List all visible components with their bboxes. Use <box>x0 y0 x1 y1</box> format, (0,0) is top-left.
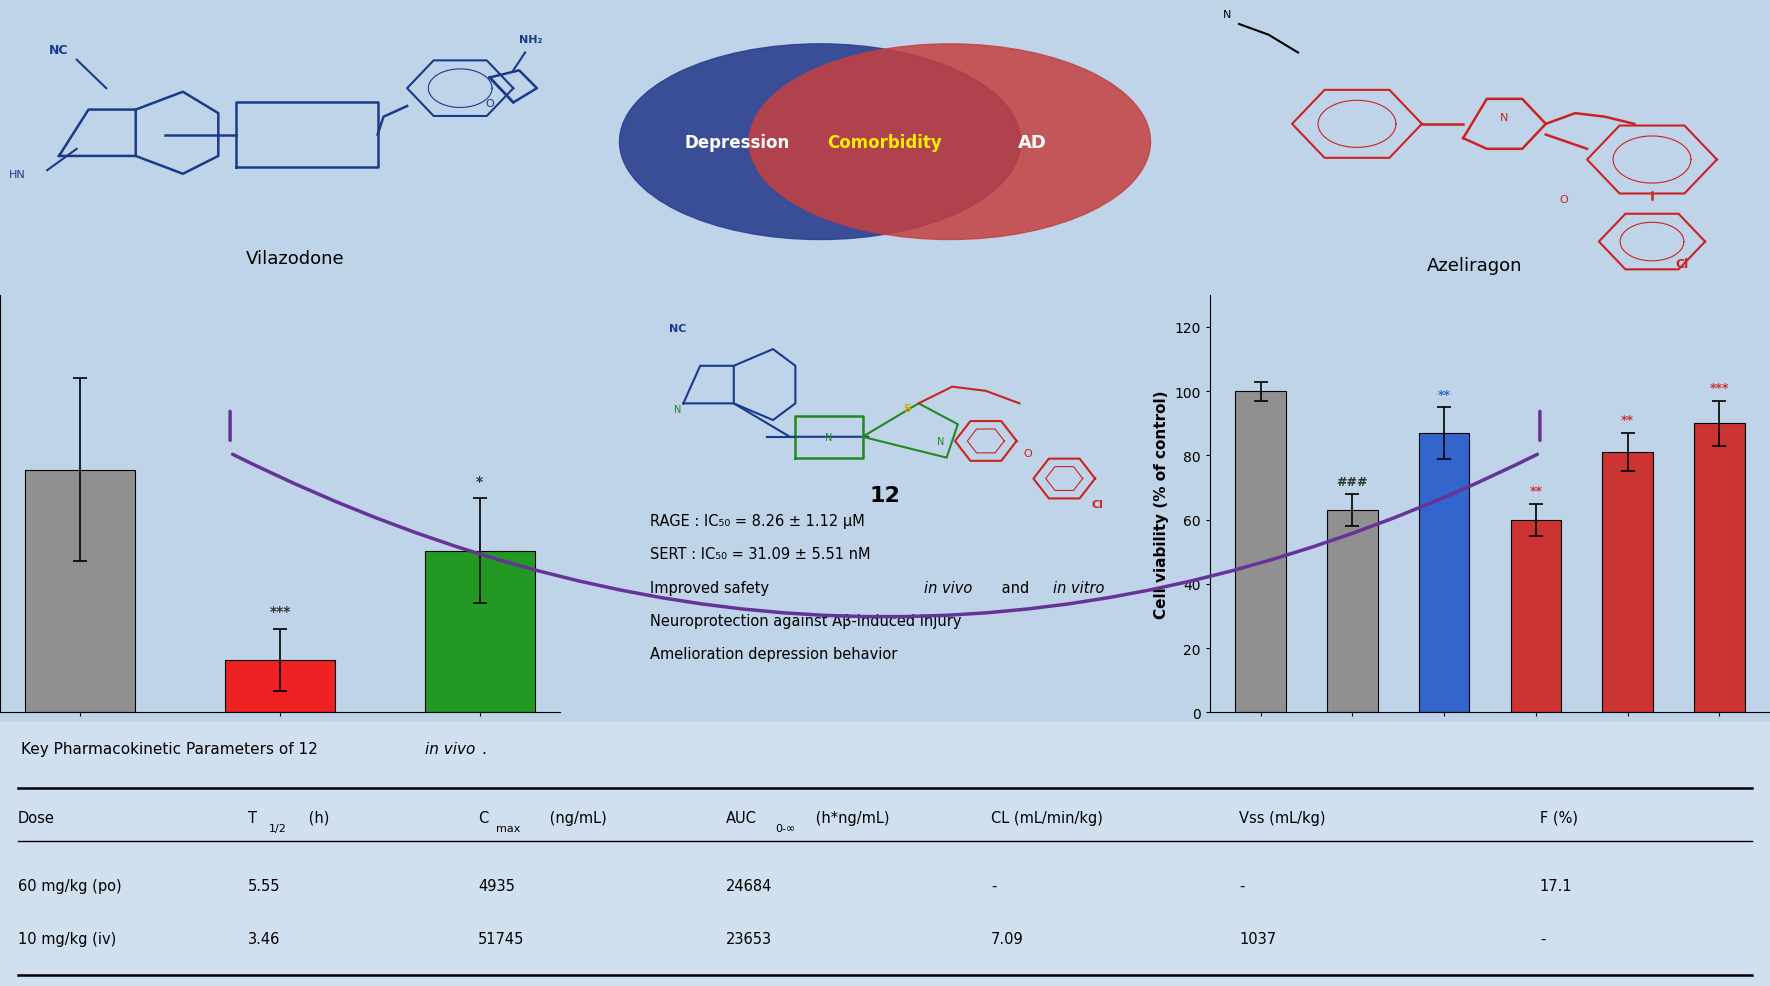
Text: in vivo: in vivo <box>924 580 972 595</box>
Text: 17.1: 17.1 <box>1540 879 1572 893</box>
Text: 1/2: 1/2 <box>269 823 287 833</box>
Text: Comorbidity: Comorbidity <box>828 133 942 152</box>
Text: NH₂: NH₂ <box>519 35 543 44</box>
Text: Azeliragon: Azeliragon <box>1427 256 1522 274</box>
Bar <box>1602 453 1653 713</box>
Text: O: O <box>1023 449 1032 459</box>
Text: 12: 12 <box>869 486 901 506</box>
Text: ***: *** <box>1710 382 1729 395</box>
Text: Depression: Depression <box>685 133 789 152</box>
Text: N: N <box>674 404 681 414</box>
Text: Key Pharmacokinetic Parameters of 12: Key Pharmacokinetic Parameters of 12 <box>21 740 322 756</box>
Text: 7.09: 7.09 <box>991 931 1025 946</box>
Text: 5.55: 5.55 <box>248 879 280 893</box>
Text: O: O <box>1559 195 1568 205</box>
Text: A$\beta_{25-35}$ (10 μM): A$\beta_{25-35}$ (10 μM) <box>1485 815 1588 832</box>
Text: Dose: Dose <box>18 810 55 825</box>
Text: Amelioration depression behavior: Amelioration depression behavior <box>650 647 897 662</box>
Text: 1037: 1037 <box>1239 931 1276 946</box>
Text: HN: HN <box>9 171 27 180</box>
Text: 3.46: 3.46 <box>248 931 280 946</box>
Bar <box>1235 391 1285 713</box>
Text: ***: *** <box>269 604 290 619</box>
Text: Cl: Cl <box>1674 257 1689 270</box>
Text: in vivo: in vivo <box>425 740 474 756</box>
Text: SERT : IC₅₀ = 31.09 ± 5.51 nM: SERT : IC₅₀ = 31.09 ± 5.51 nM <box>650 546 871 562</box>
Text: ###: ### <box>1336 475 1368 488</box>
Text: N: N <box>825 432 832 443</box>
Text: Improved safety: Improved safety <box>650 580 773 595</box>
Text: RAGE : IC₅₀ = 8.26 ± 1.12 μM: RAGE : IC₅₀ = 8.26 ± 1.12 μM <box>650 514 864 528</box>
Bar <box>1694 424 1745 713</box>
Text: **: ** <box>1621 414 1634 427</box>
Text: T: T <box>248 810 257 825</box>
Text: 4935: 4935 <box>478 879 515 893</box>
Bar <box>425 551 535 713</box>
Text: 0-∞: 0-∞ <box>775 823 795 833</box>
Bar <box>25 470 135 713</box>
Text: 60 mg/kg (po): 60 mg/kg (po) <box>18 879 122 893</box>
Text: *: * <box>476 474 483 488</box>
Text: CL (mL/min/kg): CL (mL/min/kg) <box>991 810 1103 825</box>
Text: -: - <box>991 879 997 893</box>
Text: 23653: 23653 <box>726 931 772 946</box>
Ellipse shape <box>620 44 1021 241</box>
Text: AUC: AUC <box>726 810 756 825</box>
Text: O: O <box>485 99 494 108</box>
Text: (h): (h) <box>304 810 329 825</box>
Text: N: N <box>1501 113 1508 123</box>
Text: **: ** <box>1529 485 1542 498</box>
Text: max: max <box>496 823 520 833</box>
Y-axis label: Cell viability (% of control): Cell viability (% of control) <box>1154 389 1168 618</box>
Bar <box>1420 434 1469 713</box>
Text: F (%): F (%) <box>1540 810 1577 825</box>
Bar <box>1510 521 1561 713</box>
Text: S: S <box>903 403 912 413</box>
Text: C: C <box>478 810 489 825</box>
Text: AD: AD <box>1018 133 1046 152</box>
Text: -: - <box>1540 931 1545 946</box>
Text: .: . <box>481 740 487 756</box>
Text: 12: 12 <box>1618 777 1637 791</box>
Text: Vilazodone: Vilazodone <box>246 249 345 267</box>
Text: 51745: 51745 <box>478 931 524 946</box>
Text: 10 mg/kg (iv): 10 mg/kg (iv) <box>18 931 117 946</box>
Text: N: N <box>938 437 945 447</box>
Text: Vss (mL/kg): Vss (mL/kg) <box>1239 810 1326 825</box>
Ellipse shape <box>749 44 1150 241</box>
Text: -: - <box>1239 879 1244 893</box>
Bar <box>1328 511 1377 713</box>
Text: NC: NC <box>669 323 687 334</box>
Text: NC: NC <box>50 43 69 56</box>
Text: and: and <box>997 580 1034 595</box>
Text: (h*ng/mL): (h*ng/mL) <box>811 810 889 825</box>
Text: N: N <box>1223 10 1232 20</box>
Text: (ng/mL): (ng/mL) <box>545 810 607 825</box>
Text: in vitro: in vitro <box>1053 580 1104 595</box>
Text: **: ** <box>1437 388 1451 401</box>
Text: Neuroprotection against Aβ-induced injury: Neuroprotection against Aβ-induced injur… <box>650 613 961 628</box>
Bar <box>225 661 335 713</box>
Text: 24684: 24684 <box>726 879 772 893</box>
Text: Cl: Cl <box>1092 499 1104 509</box>
